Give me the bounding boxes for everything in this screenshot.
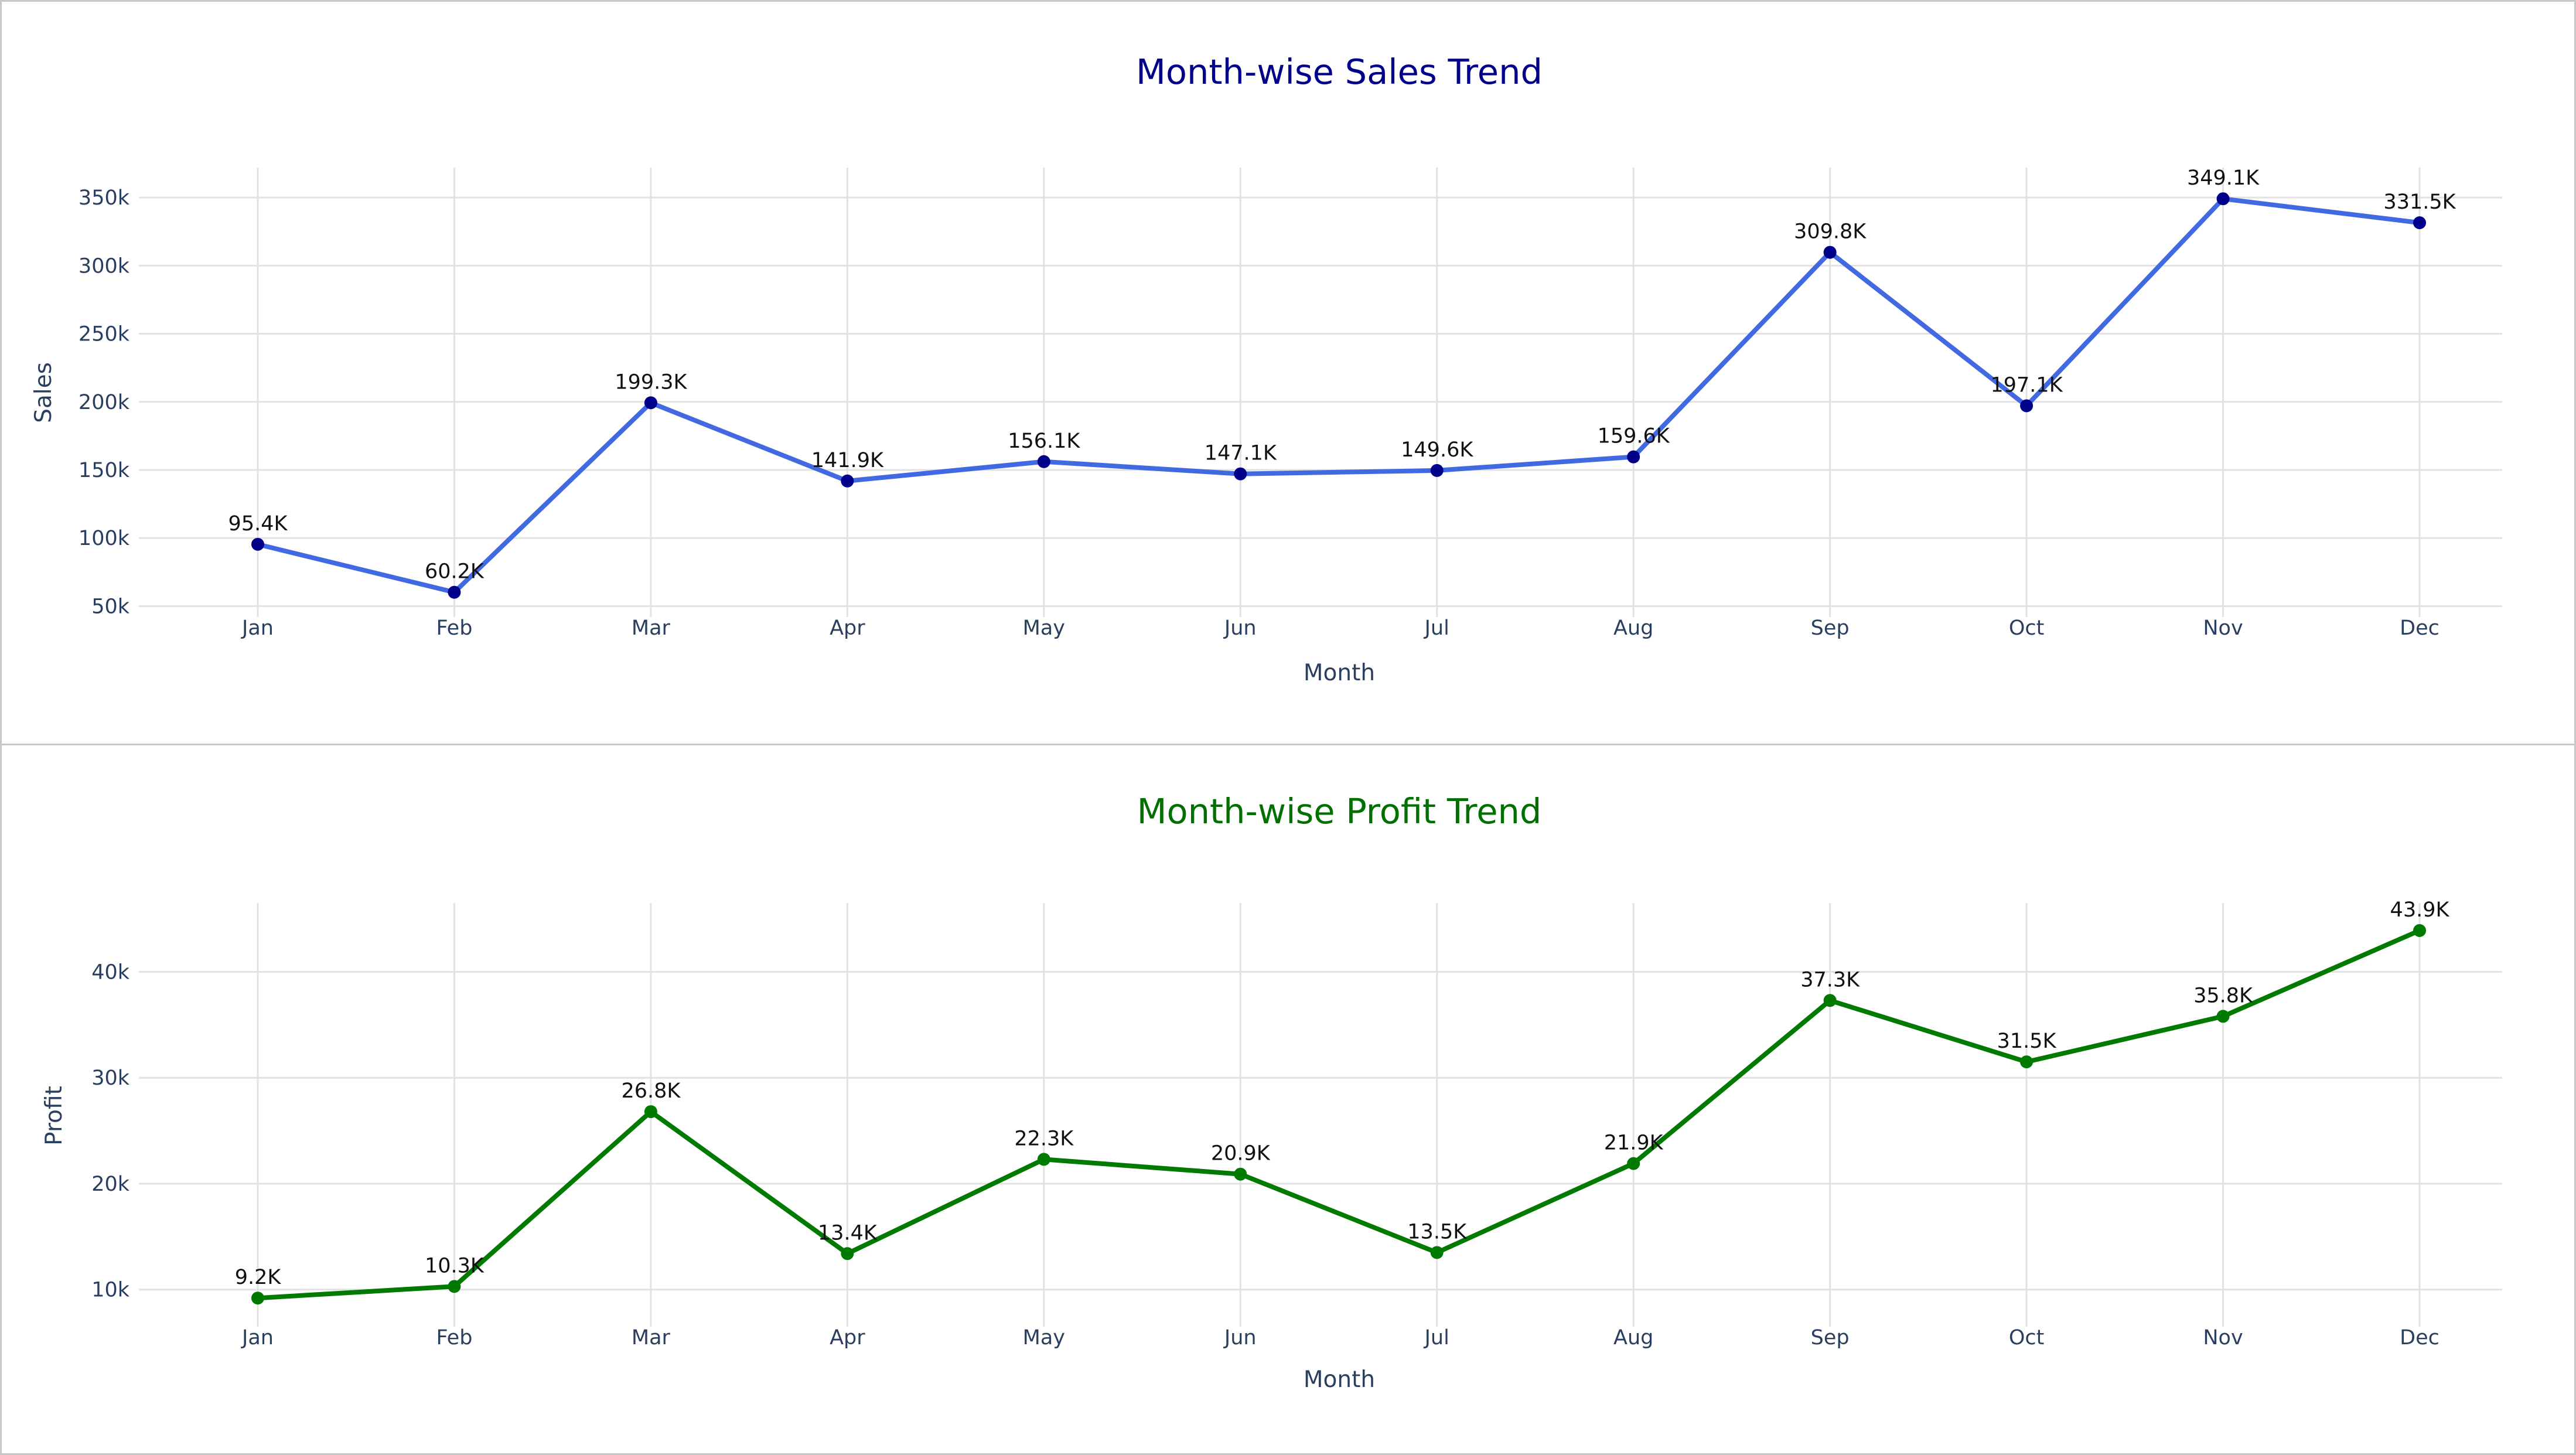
sales-data-point[interactable] [1037,455,1050,468]
sales-x-tick-label: Nov [2203,616,2243,640]
sales-y-tick-label: 250k [79,323,130,346]
profit-x-tick-label: Feb [436,1326,472,1350]
sales-series-line [255,196,2422,595]
sales-data-label: 309.8K [1794,220,1867,244]
sales-x-tick-label: Feb [436,616,472,640]
profit-data-point[interactable] [1430,1246,1444,1259]
sales-data-point[interactable] [841,474,854,488]
profit-data-label: 10.3K [425,1254,485,1277]
sales-x-tick-label: Jun [1223,616,1257,640]
profit-line-chart: Month-wise Profit Trend Month Profit 10k… [41,791,2502,1393]
profit-data-point[interactable] [2020,1055,2033,1069]
profit-y-tick-label: 20k [91,1173,130,1196]
sales-x-tick-label: May [1023,616,1065,640]
profit-x-tick-label: Jun [1223,1326,1257,1350]
sales-y-tick-label: 100k [79,527,130,550]
sales-data-label: 349.1K [2187,166,2260,190]
profit-x-tick-label: Sep [1811,1326,1850,1350]
profit-y-tick-label: 40k [91,960,130,984]
sales-data-label: 147.1K [1205,442,1277,465]
sales-data-label: 141.9K [811,449,884,472]
sales-data-label: 159.6K [1598,425,1670,448]
profit-y-tick-label: 10k [91,1279,130,1302]
sales-y-tick-label: 350k [79,186,130,210]
sales-data-point[interactable] [644,396,657,410]
sales-chart-title: Month-wise Sales Trend [1136,52,1543,92]
sales-data-label: 95.4K [228,512,288,536]
sales-y-tick-label: 150k [79,459,130,482]
sales-data-point[interactable] [1430,464,1444,477]
profit-data-point[interactable] [1037,1153,1050,1166]
sales-x-tick-label: Dec [2400,616,2439,640]
sales-data-label: 60.2K [425,560,485,584]
sales-x-tick-label: Aug [1613,616,1653,640]
profit-data-label: 43.9K [2390,898,2450,922]
sales-x-axis-title: Month [1304,660,1375,686]
sales-y-tick-label: 50k [91,595,130,618]
profit-data-point[interactable] [841,1247,854,1260]
sales-x-tick-label: Jan [241,616,274,640]
profit-y-tick-label: 30k [91,1066,130,1090]
profit-data-point[interactable] [644,1105,657,1119]
profit-data-point[interactable] [251,1292,264,1305]
sales-line-chart: Month-wise Sales Trend Month Sales 50k 10… [30,52,2502,686]
sales-data-point[interactable] [1823,246,1837,259]
profit-data-point[interactable] [1823,994,1837,1007]
profit-x-tick-label: Dec [2400,1326,2439,1350]
profit-x-tick-label: Jan [241,1326,274,1350]
profit-data-label: 20.9K [1211,1142,1271,1166]
profit-x-tick-label: Mar [632,1326,671,1350]
profit-data-label: 35.8K [2193,984,2253,1007]
profit-data-label: 37.3K [1800,968,1860,991]
profit-x-tick-label: Oct [2009,1326,2045,1350]
profit-data-label: 9.2K [235,1266,282,1289]
profit-x-tick-label: Apr [830,1326,865,1350]
profit-x-axis-title: Month [1304,1367,1375,1393]
sales-data-label: 156.1K [1008,430,1080,453]
sales-x-tick-label: Jul [1424,616,1449,640]
profit-data-point[interactable] [2216,1010,2230,1023]
sales-data-point[interactable] [448,585,461,599]
sales-data-point[interactable] [1234,467,1247,481]
profit-chart-panel: Month-wise Profit Trend Month Profit 10k… [0,744,2576,1455]
profit-data-label: 21.9K [1604,1132,1664,1155]
profit-data-label: 13.4K [818,1221,878,1245]
sales-x-tick-label: Sep [1811,616,1850,640]
profit-x-tick-label: May [1023,1326,1065,1350]
profit-y-axis-title: Profit [41,1086,67,1146]
profit-data-label: 22.3K [1014,1127,1074,1150]
sales-data-label: 331.5K [2383,190,2456,214]
sales-data-point[interactable] [251,537,264,551]
profit-x-tick-label: Jul [1424,1326,1449,1350]
sales-y-tick-label: 200k [79,391,130,414]
profit-data-point[interactable] [2413,924,2426,937]
profit-data-point[interactable] [1234,1167,1247,1181]
profit-data-label: 31.5K [1997,1030,2057,1053]
sales-data-point[interactable] [2413,216,2426,230]
sales-x-tick-label: Oct [2009,616,2045,640]
sales-data-point[interactable] [1627,450,1640,464]
sales-data-label: 149.6K [1401,438,1473,462]
profit-x-tick-label: Nov [2203,1326,2243,1350]
sales-data-point[interactable] [2216,192,2230,206]
profit-series-line [255,928,2422,1301]
sales-x-tick-label: Apr [830,616,865,640]
sales-y-axis-title: Sales [30,362,57,423]
sales-data-label: 199.3K [615,370,687,394]
sales-data-point[interactable] [2020,399,2033,413]
profit-data-point[interactable] [1627,1157,1640,1170]
sales-data-label: 197.1K [1991,374,2063,397]
profit-chart-title: Month-wise Profit Trend [1137,791,1542,832]
profit-data-point[interactable] [448,1280,461,1293]
profit-x-tick-label: Aug [1613,1326,1653,1350]
profit-data-label: 13.5K [1407,1220,1467,1243]
profit-data-label: 26.8K [621,1079,681,1103]
sales-x-tick-label: Mar [632,616,671,640]
sales-y-tick-label: 300k [79,254,130,278]
sales-chart-panel: Month-wise Sales Trend Month Sales 50k 10… [0,0,2576,745]
